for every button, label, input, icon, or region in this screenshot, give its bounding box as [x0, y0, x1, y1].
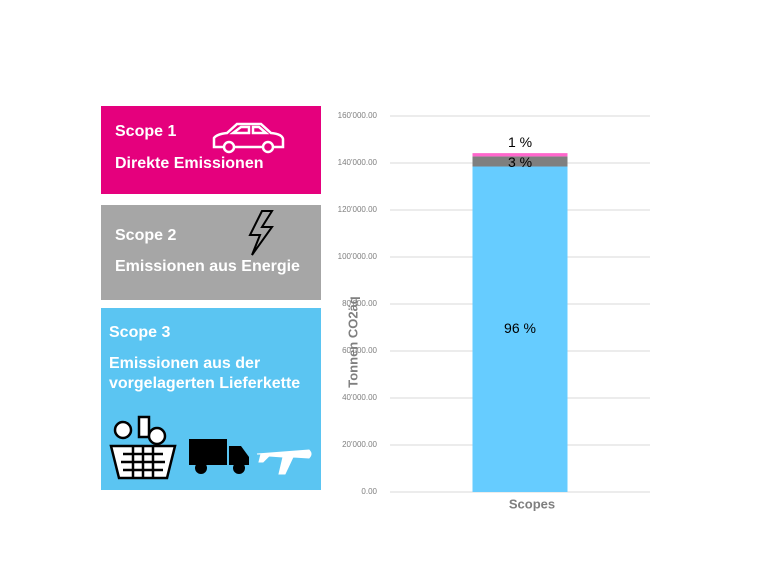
logistics-icons	[109, 415, 312, 480]
panel-subtitle: Emissionen aus Energie	[115, 258, 300, 275]
y-tick-label: 0.00	[361, 487, 377, 496]
panel-title: Scope 1	[115, 123, 177, 140]
panel-title: Scope 2	[115, 227, 177, 244]
y-axis-title: Tonnen CO2äq	[345, 296, 360, 388]
y-tick-label: 20'000.00	[342, 440, 377, 449]
y-tick-label: 100'000.00	[338, 252, 378, 261]
y-tick-label: 40'000.00	[342, 393, 377, 402]
lightning-icon	[248, 210, 274, 256]
y-tick-label: 140'000.00	[338, 158, 378, 167]
scope-3-panel: Scope 3 Emissionen aus der vorgelagerten…	[101, 308, 321, 490]
chart: Tonnen CO2äq Scopes 0.00 20'000.00 40'000.…	[338, 111, 650, 511]
bar-segment	[472, 153, 568, 157]
y-tick-label: 60'000.00	[342, 346, 377, 355]
panel-subtitle: Direkte Emissionen	[115, 155, 264, 172]
scope-2-panel: Scope 2 Emissionen aus Energie	[101, 205, 321, 300]
data-label: 3 %	[508, 154, 532, 170]
x-axis-title: Scopes	[509, 496, 555, 511]
y-tick-label: 160'000.00	[338, 111, 378, 120]
panel-subtitle: Emissionen aus der vorgelagerten Lieferk…	[109, 355, 301, 392]
bar-segment	[472, 156, 568, 167]
data-label: 1 %	[508, 134, 532, 150]
data-label: 96 %	[504, 320, 536, 336]
bar-segment	[472, 166, 568, 492]
panel-title: Scope 3	[109, 324, 171, 341]
scope-1-panel: Scope 1 Direkte Emissionen	[101, 106, 321, 194]
y-tick-label: 80'000.00	[342, 299, 377, 308]
y-tick-label: 120'000.00	[338, 205, 378, 214]
car-icon	[212, 122, 285, 154]
